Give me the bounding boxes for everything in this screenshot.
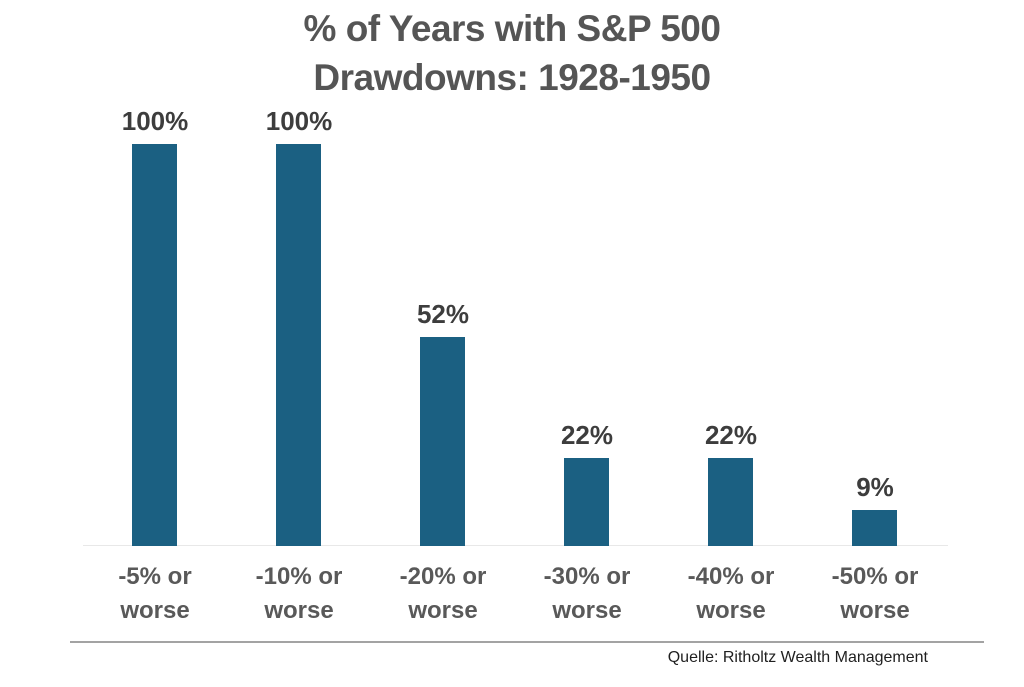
- category-label: -20% or worse: [399, 563, 487, 624]
- bar: [276, 144, 321, 546]
- footer-divider-line: [70, 641, 984, 643]
- bar-value-label: 9%: [856, 472, 894, 502]
- category-label: -30% or worse: [543, 563, 631, 624]
- bar-value-label: 52%: [416, 299, 470, 329]
- chart-title: % of Years with S&P 500 Drawdowns: 1928-…: [0, 4, 1024, 102]
- bar: [132, 144, 177, 546]
- bar: [420, 337, 465, 546]
- category-label: -10% or worse: [255, 563, 343, 624]
- x-axis-line: [83, 545, 948, 546]
- chart-title-line2: Drawdowns: 1928-1950: [313, 57, 711, 98]
- chart-title-line1: % of Years with S&P 500: [303, 8, 721, 49]
- bar-value-label: 100%: [265, 106, 333, 136]
- bar: [708, 458, 753, 546]
- bar-value-label: 22%: [704, 420, 758, 450]
- bar-value-label: 100%: [121, 106, 189, 136]
- category-label: -40% or worse: [687, 563, 775, 624]
- source-note: Quelle: Ritholtz Wealth Management: [667, 649, 928, 666]
- category-label: -50% or worse: [831, 563, 919, 624]
- bar-value-label: 22%: [560, 420, 614, 450]
- category-label: -5% or worse: [118, 563, 192, 624]
- bar: [564, 458, 609, 546]
- bar: [852, 510, 897, 546]
